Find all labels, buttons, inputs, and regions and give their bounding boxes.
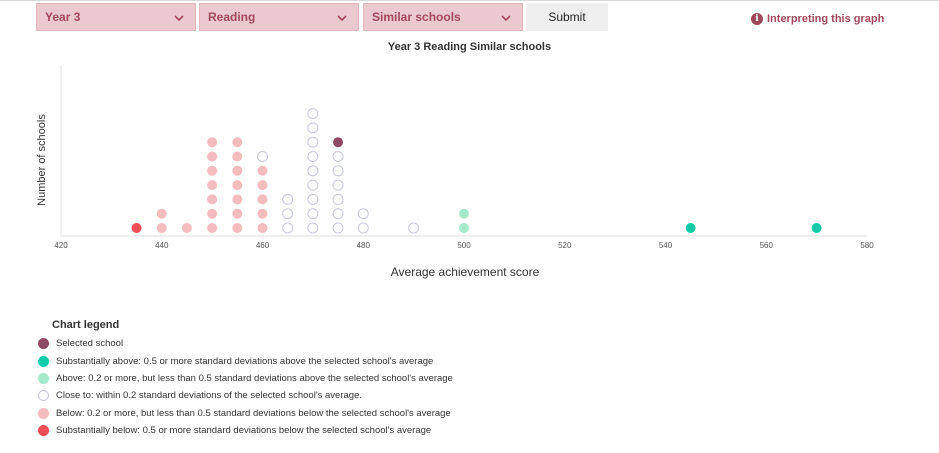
data-point-close[interactable] bbox=[307, 193, 319, 205]
data-point-below[interactable] bbox=[232, 151, 243, 162]
top-divider bbox=[0, 0, 939, 1]
data-point-below[interactable] bbox=[232, 180, 243, 191]
data-point-selected[interactable] bbox=[333, 137, 344, 148]
legend-label: Close to: within 0.2 standard deviations… bbox=[56, 390, 362, 402]
data-point-close[interactable] bbox=[307, 151, 319, 162]
data-point-below[interactable] bbox=[232, 194, 243, 205]
data-point-below[interactable] bbox=[232, 223, 243, 233]
data-point-close[interactable] bbox=[357, 208, 369, 220]
legend-label: Substantially below: 0.5 or more standar… bbox=[56, 425, 432, 437]
data-point-close[interactable] bbox=[307, 165, 319, 177]
data-point-close[interactable] bbox=[307, 108, 319, 120]
submit-button[interactable]: Submit bbox=[526, 3, 608, 31]
chart-title: Year 3 Reading Similar schools bbox=[387, 41, 552, 53]
legend-item-close: Close to: within 0.2 standard deviations… bbox=[38, 387, 453, 404]
x-tick-label: 580 bbox=[860, 241, 874, 250]
interpreting-graph-label: Interpreting this graph bbox=[767, 13, 885, 25]
data-point-below[interactable] bbox=[232, 137, 243, 148]
data-point-below[interactable] bbox=[156, 208, 167, 219]
data-point-above[interactable] bbox=[459, 223, 469, 233]
legend-swatch bbox=[38, 425, 49, 437]
data-point-close[interactable] bbox=[307, 222, 319, 234]
data-point-close[interactable] bbox=[257, 151, 268, 162]
chevron-down-icon bbox=[336, 12, 348, 24]
legend-label: Substantially above: 0.5 or more standar… bbox=[56, 355, 434, 367]
info-icon: i bbox=[751, 13, 763, 25]
year-select[interactable]: Year 3 bbox=[36, 3, 196, 31]
x-axis-label: Average achievement score bbox=[390, 265, 540, 279]
data-point-close[interactable] bbox=[357, 222, 369, 234]
data-point-close[interactable] bbox=[332, 222, 344, 234]
data-point-below[interactable] bbox=[257, 165, 268, 176]
group-select-value: Similar schools bbox=[372, 10, 461, 24]
data-point-close[interactable] bbox=[332, 179, 344, 191]
data-point-below[interactable] bbox=[207, 208, 218, 219]
legend-swatch bbox=[38, 390, 49, 402]
legend-label: Above: 0.2 or more, but less than 0.5 st… bbox=[56, 372, 453, 384]
data-point-close[interactable] bbox=[282, 208, 294, 220]
data-point-above[interactable] bbox=[459, 208, 469, 219]
data-point-below[interactable] bbox=[156, 223, 167, 233]
data-point-close[interactable] bbox=[332, 151, 344, 162]
data-point-below[interactable] bbox=[207, 223, 218, 233]
data-point-close[interactable] bbox=[307, 136, 319, 148]
data-point-below[interactable] bbox=[207, 137, 218, 148]
dot-plot-chart: 420 440 460 480 500 520 540 560 580 bbox=[54, 65, 874, 250]
year-select-value: Year 3 bbox=[45, 10, 81, 24]
data-point-close[interactable] bbox=[332, 208, 344, 220]
chart-legend: Chart legend Selected school Substantiall… bbox=[38, 319, 453, 439]
legend-item-selected: Selected school bbox=[38, 335, 453, 352]
data-point-close[interactable] bbox=[307, 179, 319, 191]
data-point-substantially-above[interactable] bbox=[685, 223, 696, 233]
legend-swatch bbox=[38, 355, 49, 367]
legend-swatch bbox=[38, 338, 49, 350]
x-tick-label: 440 bbox=[155, 241, 169, 250]
data-point-close[interactable] bbox=[408, 222, 420, 234]
data-point-below[interactable] bbox=[181, 223, 192, 233]
chevron-down-icon bbox=[173, 12, 185, 24]
data-point-close[interactable] bbox=[307, 208, 319, 220]
x-tick-label: 480 bbox=[357, 241, 371, 250]
data-point-below[interactable] bbox=[232, 165, 243, 176]
data-point-below[interactable] bbox=[257, 180, 268, 191]
legend-label: Selected school bbox=[56, 338, 124, 350]
x-tick-label: 540 bbox=[659, 241, 673, 250]
legend-item-below: Below: 0.2 or more, but less than 0.5 st… bbox=[38, 405, 453, 422]
data-point-below[interactable] bbox=[207, 165, 218, 176]
chevron-down-icon bbox=[500, 12, 512, 24]
x-tick-label: 520 bbox=[558, 241, 572, 250]
x-tick-label: 460 bbox=[256, 241, 270, 250]
subject-select[interactable]: Reading bbox=[199, 3, 359, 31]
x-tick-label: 560 bbox=[760, 241, 774, 250]
legend-item-substantially-below: Substantially below: 0.5 or more standar… bbox=[38, 422, 453, 439]
data-point-below[interactable] bbox=[207, 194, 218, 205]
data-point-substantially-above[interactable] bbox=[811, 223, 822, 233]
interpreting-graph-link[interactable]: i Interpreting this graph bbox=[751, 13, 884, 25]
x-tick-label: 500 bbox=[457, 241, 471, 250]
data-point-close[interactable] bbox=[307, 122, 319, 134]
x-tick-label: 420 bbox=[54, 241, 68, 250]
legend-title: Chart legend bbox=[52, 319, 120, 331]
data-point-close[interactable] bbox=[332, 165, 344, 177]
legend-label: Below: 0.2 or more, but less than 0.5 st… bbox=[56, 407, 451, 419]
data-point-below[interactable] bbox=[232, 208, 243, 219]
legend-swatch bbox=[38, 407, 49, 419]
subject-select-value: Reading bbox=[208, 10, 256, 24]
data-point-substantially-below[interactable] bbox=[131, 223, 142, 233]
data-point-below[interactable] bbox=[207, 180, 218, 191]
data-point-below[interactable] bbox=[207, 151, 218, 162]
legend-item-above: Above: 0.2 or more, but less than 0.5 st… bbox=[38, 370, 453, 387]
y-axis-label: Number of schools bbox=[36, 114, 48, 206]
comparison-group-select[interactable]: Similar schools bbox=[363, 3, 523, 31]
data-point-below[interactable] bbox=[257, 208, 268, 219]
data-point-close[interactable] bbox=[282, 193, 294, 205]
legend-item-substantially-above: Substantially above: 0.5 or more standar… bbox=[38, 352, 453, 369]
data-point-close[interactable] bbox=[332, 193, 344, 205]
data-point-close[interactable] bbox=[282, 222, 294, 234]
data-point-below[interactable] bbox=[257, 223, 268, 233]
legend-swatch bbox=[38, 372, 49, 384]
data-point-below[interactable] bbox=[257, 194, 268, 205]
